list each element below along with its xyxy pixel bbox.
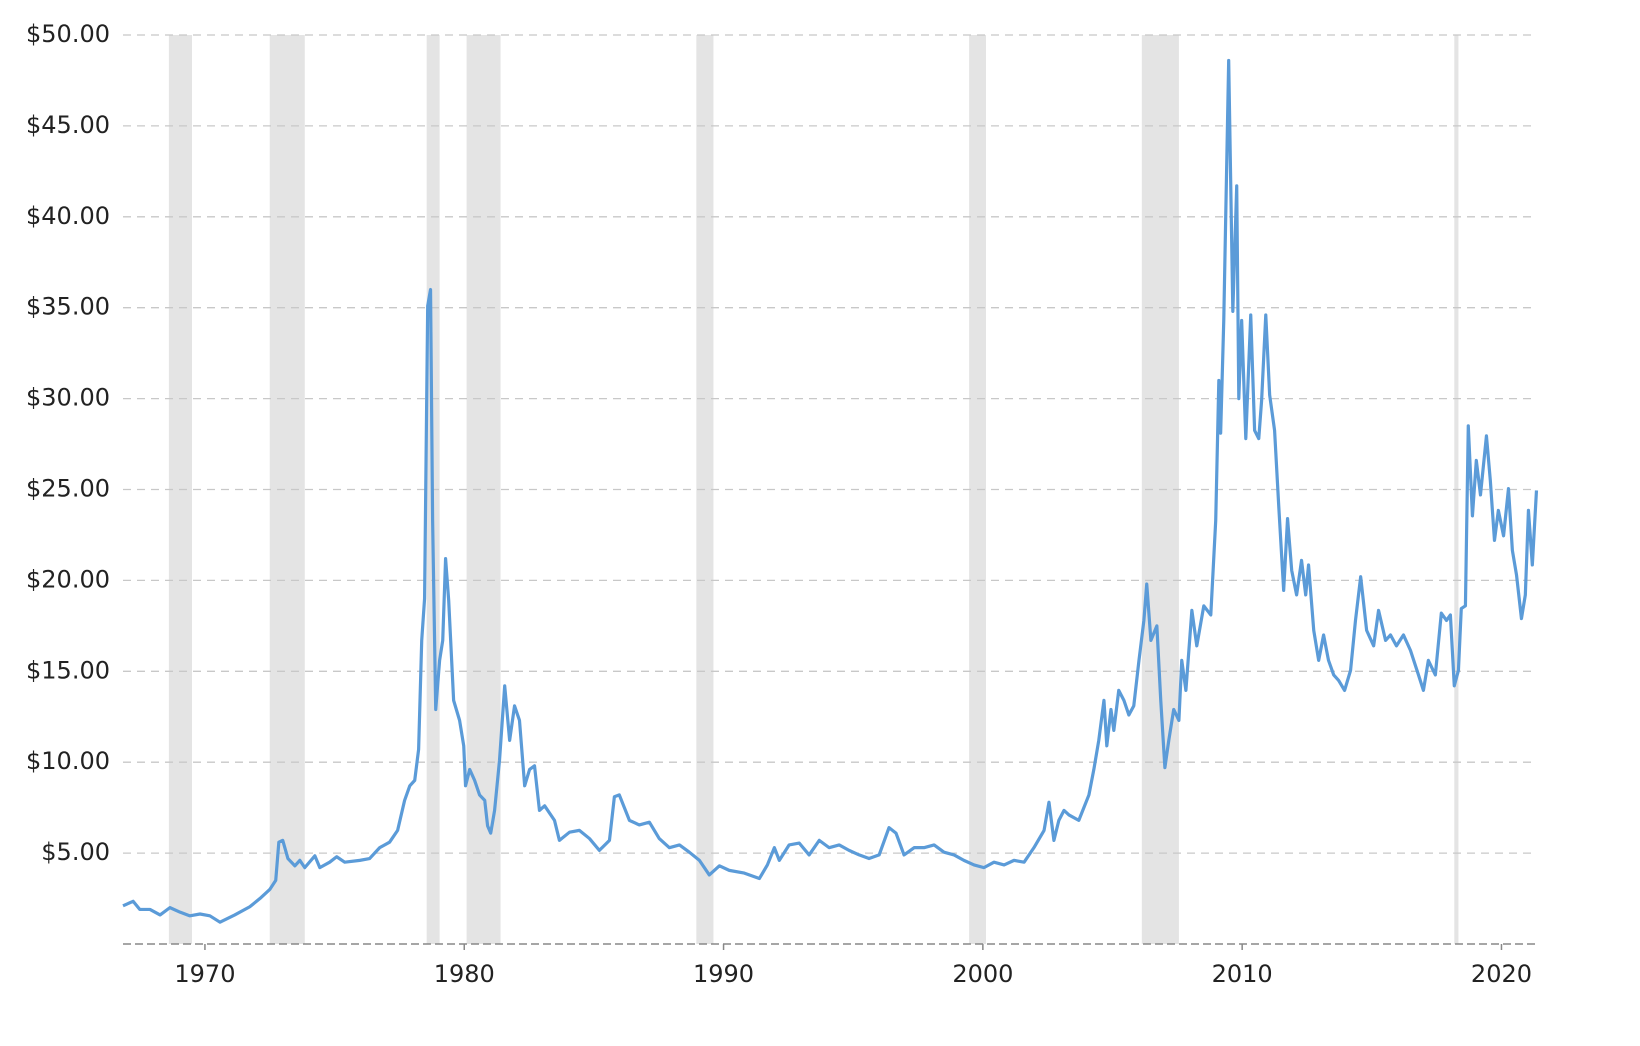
y-tick-label: $25.00 (26, 475, 110, 503)
y-tick-label: $45.00 (26, 111, 110, 139)
y-tick-label: $15.00 (26, 656, 110, 684)
y-tick-label: $30.00 (26, 384, 110, 412)
y-tick-label: $5.00 (41, 838, 110, 866)
x-tick-label: 1990 (693, 960, 754, 988)
x-tick-label: 2010 (1212, 960, 1273, 988)
shaded-range (269, 35, 305, 944)
y-tick-label: $40.00 (26, 202, 110, 230)
x-tick-label: 1980 (434, 960, 495, 988)
x-tick-label: 1970 (174, 960, 235, 988)
y-tick-label: $10.00 (26, 747, 110, 775)
price-line (122, 58, 1539, 924)
y-tick-label: $35.00 (26, 293, 110, 321)
y-tick-label: $20.00 (26, 565, 110, 593)
x-tick-label: 2020 (1471, 960, 1532, 988)
x-tick-label: 2000 (952, 960, 1013, 988)
y-tick-label: $50.00 (26, 20, 110, 48)
